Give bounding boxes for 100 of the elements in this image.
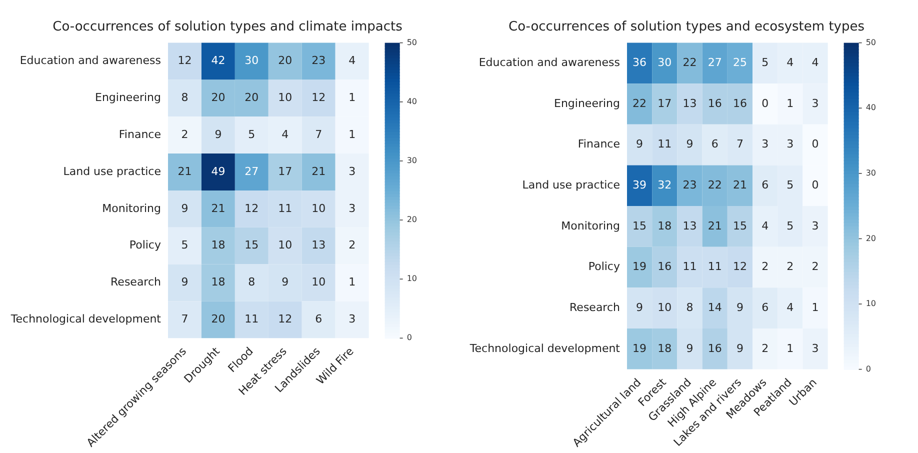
data-label: 4 [786,56,794,70]
data-label: 11 [682,260,697,274]
data-label: 6 [762,178,769,192]
data-label: 27 [708,56,722,70]
data-label: 8 [686,300,694,314]
data-label: 20 [211,312,226,326]
data-label: 9 [282,276,289,289]
data-label: 1 [348,128,356,141]
data-label: 30 [244,54,259,68]
data-label: 2 [762,342,769,355]
y-tick-label: Finance [578,138,620,151]
data-label: 4 [762,219,769,232]
data-label: 21 [211,202,226,215]
y-tick-label: Land use practice [522,178,620,192]
y-tick-label: Finance [118,128,162,141]
y-tick-label: Technological development [468,342,621,355]
data-label: 5 [786,178,794,192]
data-label: 3 [812,342,819,355]
color-bar-label: 30 [406,156,418,166]
data-label: 9 [181,276,188,289]
data-label: 8 [248,276,256,289]
data-label: 10 [278,91,292,104]
data-label: 3 [762,138,769,151]
data-label: 1 [786,96,794,110]
data-label: 15 [732,219,747,232]
data-label: 19 [632,342,647,355]
data-label: 9 [736,342,744,355]
color-bar-label: 50 [406,38,418,47]
data-label: 13 [682,219,697,232]
data-label: 1 [348,276,356,289]
data-label: 21 [708,219,722,232]
data-label: 23 [312,54,326,68]
data-label: 39 [632,178,647,192]
data-label: 18 [658,219,672,232]
data-label: 2 [181,128,188,141]
data-label: 21 [178,164,192,178]
chart-title: Co-occurrences of solution types and ecosystem types [508,19,865,34]
data-label: 10 [312,202,326,215]
data-label: 2 [762,260,769,274]
data-label: 15 [632,219,647,232]
y-tick-label: Policy [588,260,620,274]
y-tick-label: Engineering [95,91,161,104]
data-label: 25 [732,56,747,70]
data-label: 42 [211,54,226,68]
data-label: 3 [348,164,356,178]
data-label: 27 [244,164,259,178]
data-label: 1 [348,91,356,104]
data-label: 11 [658,138,672,151]
color-bar-label: 0 [866,364,871,374]
data-label: 10 [312,276,326,289]
data-label: 3 [812,219,819,232]
y-tick-label: Policy [129,238,162,252]
data-label: 9 [636,138,644,151]
data-label: 10 [658,300,672,314]
data-label: 19 [632,260,647,274]
data-label: 9 [181,202,188,215]
data-label: 4 [348,54,356,68]
data-label: 9 [636,300,644,314]
data-label: 12 [178,54,192,68]
data-label: 5 [181,238,188,252]
data-label: 4 [282,128,289,141]
data-label: 12 [732,260,747,274]
data-label: 9 [214,128,222,141]
data-label: 14 [708,300,722,314]
data-label: 16 [658,260,672,274]
data-label: 6 [315,312,322,326]
data-label: 30 [658,56,672,70]
y-tick-label: Research [110,276,162,289]
data-label: 49 [211,164,226,178]
data-label: 3 [348,312,356,326]
data-label: 17 [278,164,292,178]
data-label: 12 [312,91,326,104]
color-bar-label: 40 [866,103,876,112]
color-bar-label: 50 [866,38,876,47]
y-tick-label: Education and awareness [20,54,162,68]
data-label: 21 [732,178,747,192]
data-label: 21 [312,164,326,178]
data-label: 0 [762,96,769,110]
data-label: 11 [278,202,292,215]
data-label: 5 [786,219,794,232]
data-label: 11 [708,260,722,274]
y-tick-label: Engineering [554,96,620,110]
data-label: 0 [812,178,819,192]
data-label: 20 [211,91,226,104]
data-label: 23 [682,178,697,192]
data-label: 22 [682,56,697,70]
data-label: 16 [708,96,722,110]
y-tick-label: Monitoring [102,202,161,215]
data-label: 20 [278,54,292,68]
y-tick-label: Technological development [10,312,162,326]
color-bar-label: 20 [866,234,876,243]
data-label: 18 [211,238,226,252]
data-label: 12 [244,202,259,215]
data-label: 3 [812,96,819,110]
y-tick-label: Research [570,300,620,314]
data-label: 15 [244,238,259,252]
data-label: 1 [812,300,819,314]
data-label: 7 [736,138,744,151]
data-label: 18 [211,276,226,289]
data-label: 11 [244,312,259,326]
